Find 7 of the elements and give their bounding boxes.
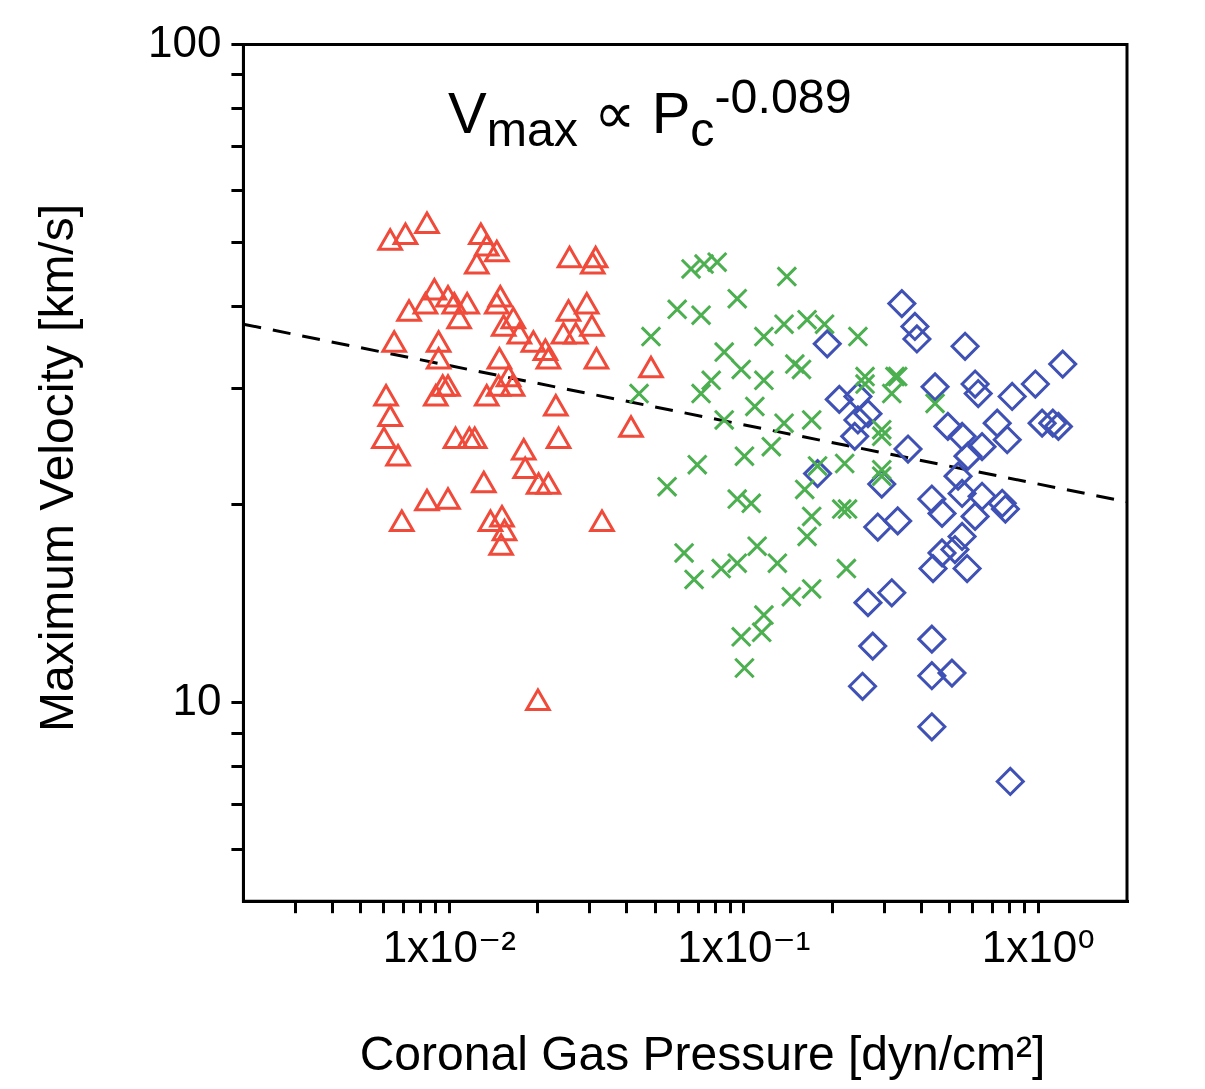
- y-tick-label: 100: [147, 16, 222, 66]
- y-tick-label: 10: [172, 675, 222, 725]
- x-axis-title: Coronal Gas Pressure [dyn/cm²]: [358, 1026, 1047, 1081]
- y-axis-title: Maximum Velocity [km/s]: [28, 203, 84, 733]
- x-tick-label: 1x10⁻¹: [677, 921, 811, 971]
- x-tick-label: 1x10⁰: [981, 921, 1095, 971]
- x-tick-label: 1x10⁻²: [382, 921, 516, 971]
